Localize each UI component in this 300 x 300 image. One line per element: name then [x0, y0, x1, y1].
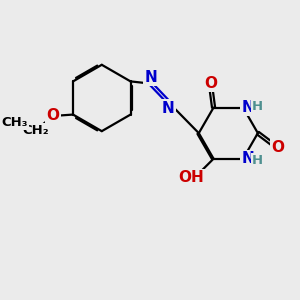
Text: O: O — [272, 140, 285, 155]
Text: N: N — [242, 100, 254, 115]
Text: O: O — [204, 76, 217, 91]
Text: CH₃: CH₃ — [2, 116, 28, 129]
Text: N: N — [162, 100, 175, 116]
Text: H: H — [252, 154, 263, 166]
Text: H: H — [252, 100, 263, 113]
Text: CH₂: CH₂ — [22, 124, 49, 137]
Text: OH: OH — [178, 170, 204, 185]
Text: N: N — [242, 151, 254, 166]
Text: N: N — [144, 70, 157, 85]
Text: O: O — [46, 108, 59, 123]
